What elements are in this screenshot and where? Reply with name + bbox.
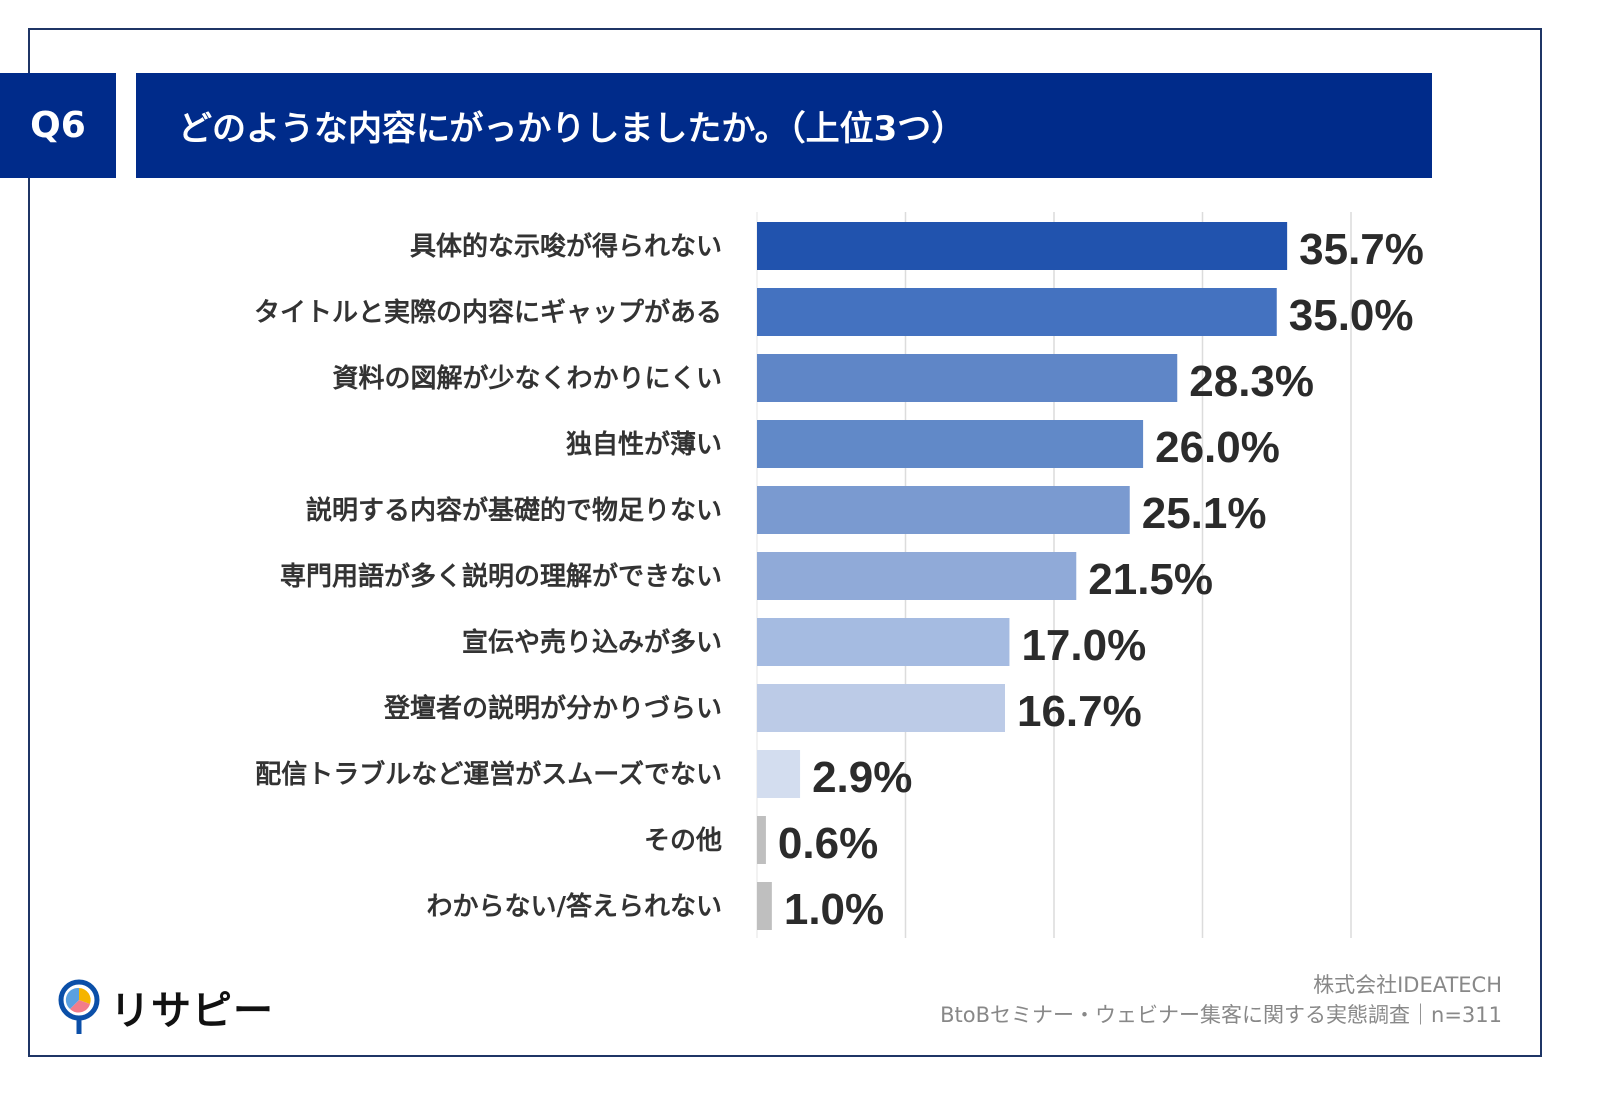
slide-frame [28,28,1542,1057]
category-label: 専門用語が多く説明の理解ができない [280,561,722,592]
company-name: 株式会社IDEATECH [1313,973,1502,997]
data-label: 35.7% [1299,225,1424,274]
bar [757,618,1010,666]
data-label: 2.9% [812,753,912,802]
question-number: Q6 [0,73,116,178]
bar [757,420,1144,468]
logo-text: リサピー [110,988,274,1034]
category-label: その他 [644,826,722,856]
data-label: 35.0% [1289,291,1414,340]
data-label: 1.0% [784,885,884,934]
data-label: 21.5% [1088,555,1213,604]
logo: リサピー [56,978,274,1036]
category-label: タイトルと実際の内容にギャップがある [254,297,722,328]
survey-name: BtoBセミナー・ウェビナー集客に関する実態調査｜n=311 [940,1003,1502,1027]
bar [757,288,1277,336]
category-label: 説明する内容が基礎的で物足りない [306,495,722,526]
category-label: わからない/答えられない [427,891,723,922]
bar [757,222,1288,270]
bar [757,486,1130,534]
bar [757,816,766,864]
category-label: 独自性が薄い [566,429,722,460]
bar [757,684,1005,732]
data-label: 28.3% [1189,357,1314,406]
logo-pin-icon [58,979,100,1034]
bar [757,882,772,930]
bar [757,750,801,798]
data-label: 0.6% [778,819,878,868]
data-label: 26.0% [1155,423,1280,472]
data-label: 17.0% [1021,621,1146,670]
category-label: 具体的な示唆が得られない [410,231,722,262]
bar [757,552,1077,600]
category-label: 資料の図解が少なくわかりにくい [333,363,722,394]
bar [757,354,1178,402]
category-label: 登壇者の説明が分かりづらい [383,693,722,724]
question-title: どのような内容にがっかりしましたか。（上位3つ） [136,73,1432,178]
category-label: 配信トラブルなど運営がスムーズでない [255,759,722,790]
data-label: 25.1% [1142,489,1267,538]
data-label: 16.7% [1017,687,1142,736]
footer: 株式会社IDEATECH BtoBセミナー・ウェビナー集客に関する実態調査｜n=… [940,970,1502,1030]
category-label: 宣伝や売り込みが多い [462,627,722,658]
